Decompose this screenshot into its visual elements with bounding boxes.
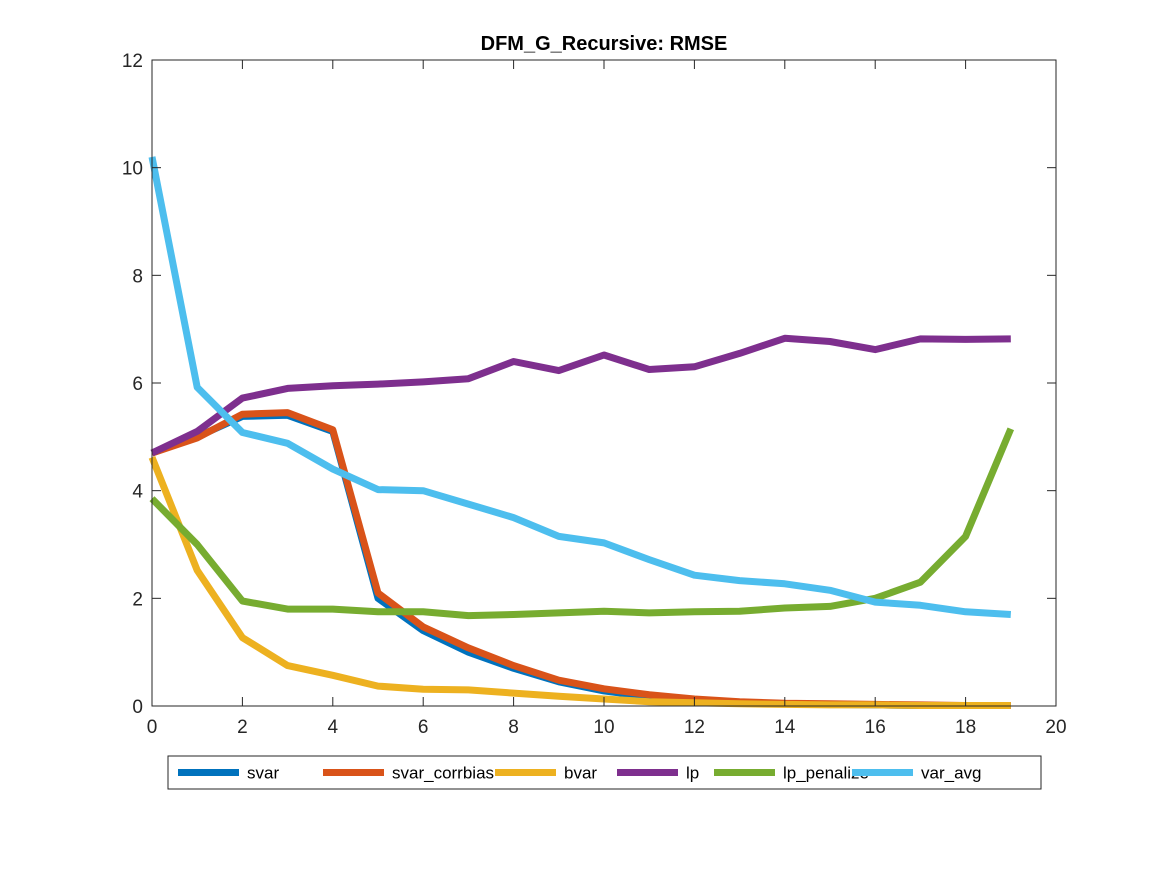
legend-label-lp: lp — [686, 764, 699, 783]
x-tick-label: 6 — [418, 717, 429, 738]
legend: svar svar_corrbias bvar lp lp_penalize var_av… — [167, 755, 1042, 790]
y-tick-label: 2 — [132, 589, 143, 610]
y-axis: 0 2 4 6 8 10 12 — [122, 51, 1056, 718]
x-tick-label: 8 — [508, 717, 519, 738]
x-tick-label: 4 — [328, 717, 339, 738]
y-tick-label: 10 — [122, 159, 143, 180]
x-tick-label: 14 — [774, 717, 796, 738]
series-line-lp-penalize — [149, 427, 1015, 620]
x-tick-label: 0 — [147, 717, 158, 738]
series-line-var-avg — [148, 156, 1012, 618]
y-tick-label: 8 — [132, 266, 143, 287]
x-tick-label: 12 — [684, 717, 705, 738]
x-tick-label: 20 — [1045, 717, 1066, 738]
x-tick-label: 16 — [865, 717, 886, 738]
plot-area — [148, 59, 1057, 709]
x-tick-label: 10 — [593, 717, 614, 738]
x-tick-label: 18 — [955, 717, 976, 738]
y-tick-label: 4 — [132, 482, 143, 503]
y-tick-label: 12 — [122, 51, 143, 72]
series-line-lp — [150, 334, 1011, 457]
legend-label-svar-corrbias: svar_corrbias — [392, 764, 494, 783]
y-tick-label: 6 — [132, 374, 143, 395]
legend-label-bvar: bvar — [564, 764, 597, 783]
x-axis: 0 2 4 6 8 10 12 14 16 18 20 — [147, 60, 1067, 738]
series-line-bvar — [148, 456, 1011, 709]
legend-label-svar: svar — [247, 764, 279, 783]
x-tick-label: 2 — [237, 717, 248, 738]
y-tick-label: 0 — [132, 697, 143, 718]
legend-label-var-avg: var_avg — [921, 764, 981, 783]
chart-title: DFM_G_Recursive: RMSE — [481, 33, 728, 55]
legend-label-lp-penalize: lp_penalize — [783, 764, 869, 783]
